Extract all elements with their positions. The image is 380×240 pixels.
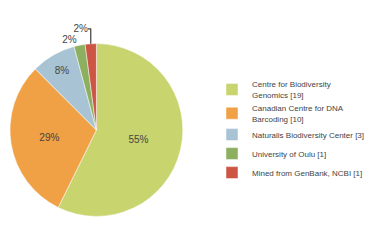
- svg-text:29%: 29%: [39, 132, 59, 143]
- svg-text:2%: 2%: [62, 34, 77, 45]
- svg-text:Mined from GenBank, NCBI [1]: Mined from GenBank, NCBI [1]: [252, 169, 362, 178]
- svg-text:University of Oulu [1]: University of Oulu [1]: [252, 150, 326, 159]
- svg-text:2%: 2%: [73, 23, 88, 34]
- svg-text:Naturalis Biodiversity Center: Naturalis Biodiversity Center [3]: [252, 131, 364, 140]
- svg-text:Canadian Centre for DNABarcodi: Canadian Centre for DNABarcoding [10]: [252, 104, 344, 123]
- svg-text:55%: 55%: [128, 134, 148, 145]
- svg-text:8%: 8%: [55, 65, 70, 76]
- svg-text:Centre for BiodiversityGenomic: Centre for BiodiversityGenomics [19]: [252, 80, 331, 99]
